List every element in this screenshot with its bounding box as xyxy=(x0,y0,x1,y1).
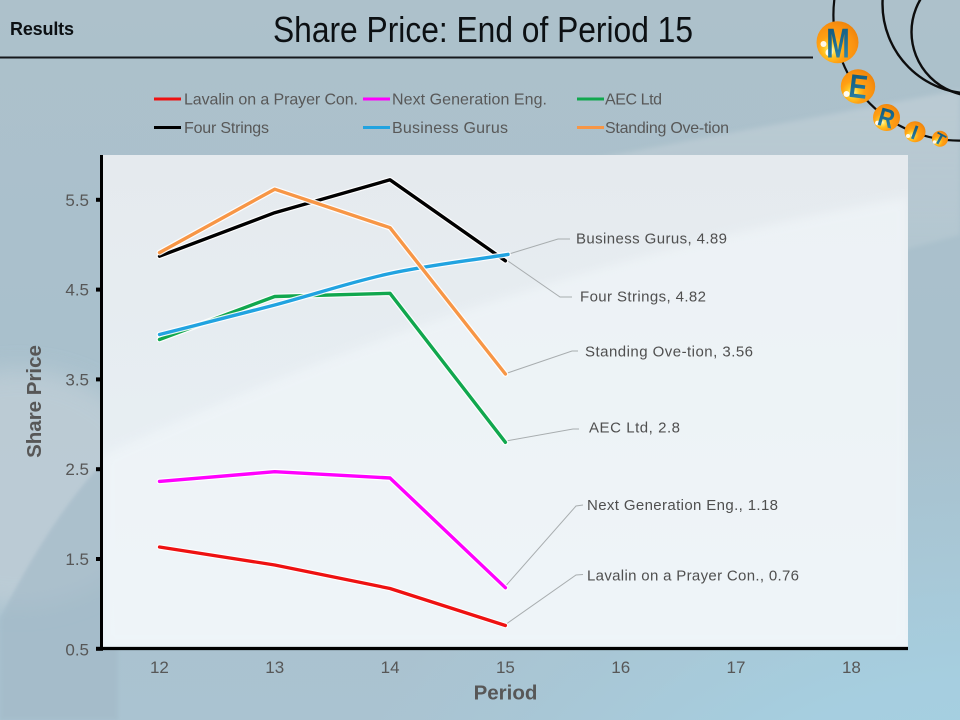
svg-text:AEC Ltd: AEC Ltd xyxy=(605,92,662,109)
svg-text:Business Gurus, 4.89: Business Gurus, 4.89 xyxy=(576,231,727,248)
svg-text:Lavalin on a Prayer Con., 0.76: Lavalin on a Prayer Con., 0.76 xyxy=(587,568,799,585)
svg-text:13: 13 xyxy=(265,658,284,677)
svg-text:Four Strings, 4.82: Four Strings, 4.82 xyxy=(580,289,706,306)
svg-text:3.5: 3.5 xyxy=(65,370,89,389)
svg-text:Share Price: End of Period 15: Share Price: End of Period 15 xyxy=(273,9,693,50)
svg-text:2.5: 2.5 xyxy=(65,460,89,479)
svg-text:5.5: 5.5 xyxy=(65,191,89,210)
svg-text:AEC Ltd, 2.8: AEC Ltd, 2.8 xyxy=(589,420,680,437)
svg-text:Results: Results xyxy=(10,19,74,39)
svg-text:Four Strings: Four Strings xyxy=(184,120,269,137)
svg-text:Period: Period xyxy=(474,682,538,705)
svg-text:12: 12 xyxy=(150,658,169,677)
svg-text:Next Generation Eng.: Next Generation Eng. xyxy=(392,92,547,109)
svg-text:4.5: 4.5 xyxy=(65,281,89,300)
svg-text:Standing Ove-tion, 3.56: Standing Ove-tion, 3.56 xyxy=(585,344,753,361)
svg-text:Business Gurus: Business Gurus xyxy=(392,120,508,137)
svg-text:Standing Ove-tion: Standing Ove-tion xyxy=(605,120,729,137)
svg-text:14: 14 xyxy=(381,658,400,677)
svg-text:Next Generation Eng., 1.18: Next Generation Eng., 1.18 xyxy=(587,497,778,514)
svg-text:Lavalin on a Prayer Con.: Lavalin on a Prayer Con. xyxy=(184,92,358,109)
svg-text:18: 18 xyxy=(842,658,861,677)
svg-text:Share Price: Share Price xyxy=(23,345,46,458)
svg-text:16: 16 xyxy=(611,658,630,677)
svg-text:M: M xyxy=(826,19,850,66)
svg-text:17: 17 xyxy=(727,658,746,677)
svg-text:0.5: 0.5 xyxy=(65,640,89,659)
svg-text:1.5: 1.5 xyxy=(65,550,89,569)
svg-text:15: 15 xyxy=(496,658,515,677)
svg-text:E: E xyxy=(847,67,870,106)
